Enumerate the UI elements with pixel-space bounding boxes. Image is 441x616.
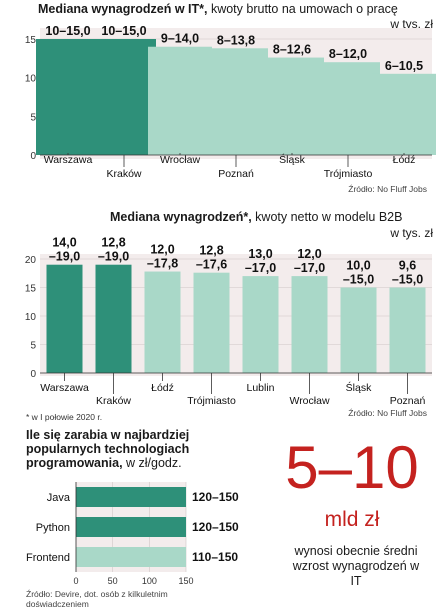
chart2-value-label-bottom: –17,0 xyxy=(245,261,276,275)
chart1-value-label: 8–12,0 xyxy=(329,47,367,61)
chart3-value-label: 120–150 xyxy=(192,490,239,504)
chart3-bar xyxy=(76,547,186,567)
chart2-value-label-bottom: –17,8 xyxy=(147,257,178,271)
chart2-bar xyxy=(144,271,181,373)
headline-unit: mld zł xyxy=(324,508,380,531)
chart2-ytick: 0 xyxy=(30,369,36,380)
chart3-value-label: 110–150 xyxy=(192,550,238,564)
chart2-value-label-top: 12,0 xyxy=(297,247,321,261)
chart1-source: Źródło: No Fluff Jobs xyxy=(348,184,427,194)
chart1-value-label: 8–13,8 xyxy=(217,33,255,47)
chart2-source: Źródło: No Fluff Jobs xyxy=(348,408,427,418)
chart1-ytick: 0 xyxy=(30,151,36,162)
chart1-value-label: 10–15,0 xyxy=(101,24,146,38)
chart1-category-label: Warszawa xyxy=(44,154,93,166)
chart2-value-label-top: 12,0 xyxy=(150,243,174,257)
chart1-title: Mediana wynagrodzeń w IT*, kwoty brutto … xyxy=(38,2,398,16)
footnote: * w I połowie 2020 r. xyxy=(26,412,103,422)
chart3-xtick: 50 xyxy=(108,576,118,586)
chart3-value-label: 120–150 xyxy=(192,520,239,534)
chart1-bar xyxy=(36,39,100,155)
chart2-unit: w tys. zł xyxy=(390,226,433,240)
chart2-category-label: Śląsk xyxy=(346,381,372,394)
chart1-bar xyxy=(316,62,380,156)
chart2-value-label-top: 14,0 xyxy=(52,236,76,250)
chart3-category-label: Java xyxy=(47,492,71,504)
chart2-bar xyxy=(242,276,279,373)
headline-number: 5–10 xyxy=(285,434,419,501)
chart1-bar xyxy=(260,57,324,156)
chart2-value-label-bottom: –19,0 xyxy=(49,250,80,264)
chart1-bar xyxy=(92,39,156,155)
chart1-ytick: 5 xyxy=(30,112,36,123)
chart3-plot: 0 50 100 150 Java 120–150 Python 120–150 Fronten… xyxy=(26,482,239,586)
chart1-category-label: Łódź xyxy=(393,154,416,166)
chart1-ytick: 15 xyxy=(25,35,37,46)
chart2-ytick: 15 xyxy=(25,284,37,295)
chart3-bar xyxy=(76,517,186,537)
chart3-xtick: 150 xyxy=(178,576,193,586)
chart2-bar xyxy=(95,264,132,373)
chart2-category-label: Warszawa xyxy=(40,382,89,394)
chart1-bar xyxy=(372,73,436,155)
chart2-value-label-bottom: –15,0 xyxy=(343,273,374,287)
chart1-category-label: Kraków xyxy=(106,168,141,180)
chart2-bar xyxy=(46,264,83,373)
chart1-value-label: 9–14,0 xyxy=(161,32,199,46)
chart2-category-label: Lublin xyxy=(246,382,274,394)
chart1-value-label: 8–12,6 xyxy=(273,43,311,57)
chart1-ytick: 10 xyxy=(25,74,37,85)
chart2-bar xyxy=(340,287,377,373)
chart1-value-label: 10–15,0 xyxy=(45,24,90,38)
chart3-category-label: Python xyxy=(36,522,70,534)
chart2-bar xyxy=(193,272,230,373)
chart2-category-label: Łódź xyxy=(151,382,174,394)
chart2-category-label: Wrocław xyxy=(289,395,329,407)
chart2-value-label-top: 12,8 xyxy=(101,236,125,250)
chart1-category-label: Poznań xyxy=(218,168,254,180)
chart2-value-label-bottom: –17,0 xyxy=(294,261,325,275)
chart1-unit: w tys. zł xyxy=(390,17,433,31)
chart2-value-label-top: 12,8 xyxy=(199,244,223,258)
chart1-bar xyxy=(148,46,212,155)
chart2-ytick: 5 xyxy=(30,341,36,352)
chart2-value-label-bottom: –19,0 xyxy=(98,250,129,264)
chart1-category-label: Wrocław xyxy=(160,154,200,166)
chart3-source: Źródło: Devire, dot. osób z kilkuletnim … xyxy=(26,589,168,609)
chart2-value-label-top: 10,0 xyxy=(346,259,370,273)
chart2-value-label-bottom: –17,6 xyxy=(196,258,227,272)
chart1-category-label: Trójmiasto xyxy=(324,168,373,180)
chart2-ytick: 20 xyxy=(25,255,37,266)
chart3-xtick: 0 xyxy=(73,576,78,586)
chart1-plot: 0 5 10 15 10–15,0 Warszawa 10–15,0 Kraków 9–14,0… xyxy=(25,24,436,180)
chart3-title: Ile się zarabia w najbardziej popularnyc… xyxy=(26,428,190,470)
chart2-category-label: Poznań xyxy=(390,395,426,407)
chart2-value-label-top: 13,0 xyxy=(248,247,272,261)
chart1-value-label: 6–10,5 xyxy=(385,59,423,73)
chart3-bar xyxy=(76,487,186,507)
chart2-category-label: Kraków xyxy=(96,395,131,407)
chart2-value-label-bottom: –15,0 xyxy=(392,273,423,287)
chart2-title: Mediana wynagrodzeń*, kwoty netto w mode… xyxy=(110,210,403,224)
chart3-category-label: Frontend xyxy=(26,552,70,564)
chart2-ytick: 10 xyxy=(25,312,37,323)
chart2-bar xyxy=(389,287,426,373)
chart2-plot: 0510152014,0–19,0Warszawa12,8–19,0Kraków… xyxy=(25,236,432,407)
chart1-category-label: Śląsk xyxy=(279,153,305,166)
chart2-category-label: Trójmiasto xyxy=(187,395,236,407)
chart3-xtick: 100 xyxy=(142,576,157,586)
headline-text: wynosi obecnie średni wzrost wynagrodzeń… xyxy=(292,544,420,588)
chart1-bar xyxy=(204,48,268,155)
chart2-bar xyxy=(291,276,328,373)
chart2-value-label-top: 9,6 xyxy=(399,259,416,273)
